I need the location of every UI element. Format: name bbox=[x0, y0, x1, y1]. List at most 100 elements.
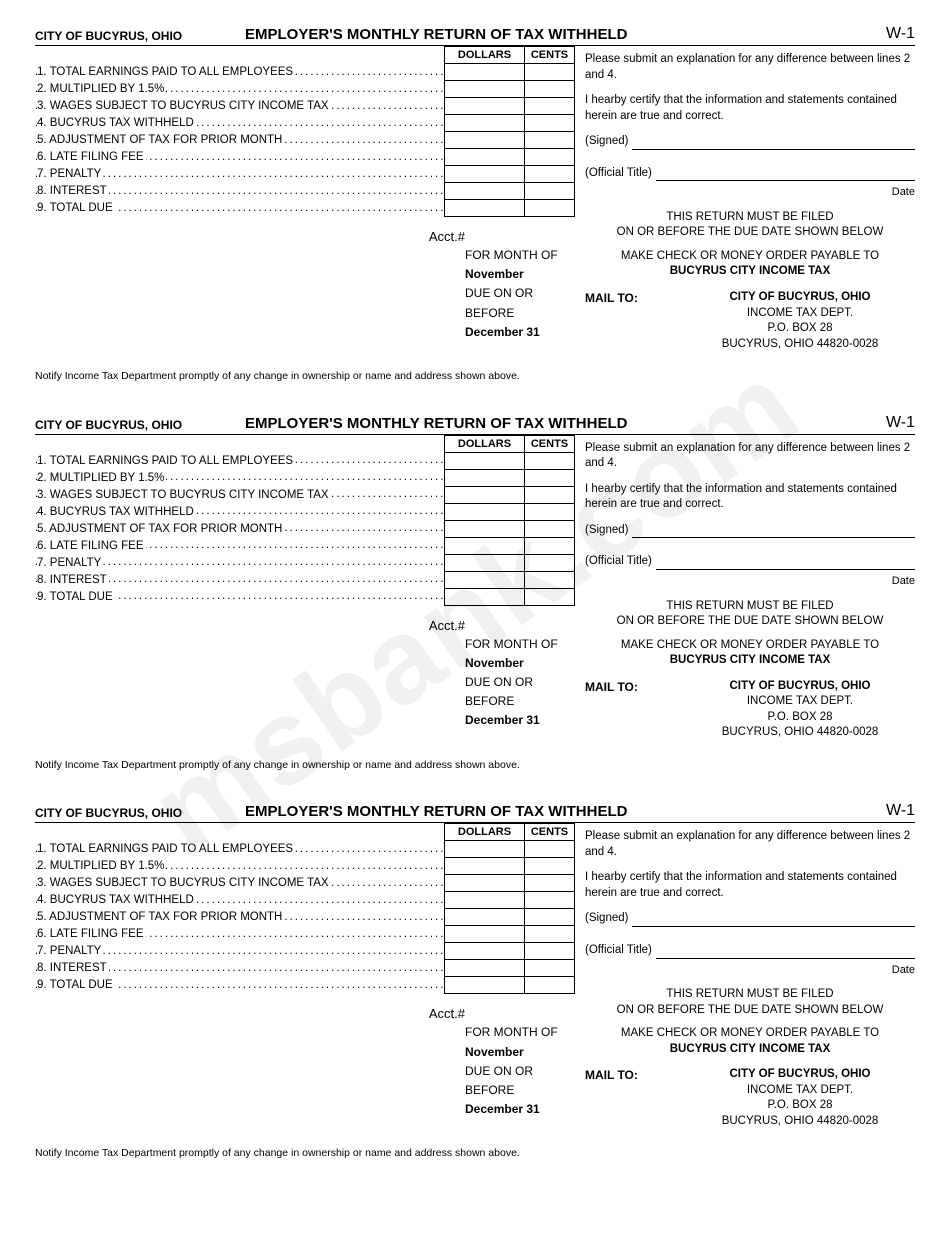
dollars-5[interactable] bbox=[445, 520, 525, 537]
date-label: Date bbox=[585, 963, 915, 978]
addr-3: P.O. BOX 28 bbox=[685, 710, 915, 726]
signed-label: (Signed) bbox=[585, 911, 632, 927]
line-3: 3. WAGES SUBJECT TO BUCYRUS CITY INCOME … bbox=[37, 877, 331, 889]
dollars-2[interactable] bbox=[445, 858, 525, 875]
dollars-9[interactable] bbox=[445, 588, 525, 605]
due-label: DUE ON OR BEFORE bbox=[465, 1062, 575, 1100]
title-label: (Official Title) bbox=[585, 166, 656, 182]
date-label: Date bbox=[585, 185, 915, 200]
cents-1[interactable] bbox=[525, 64, 575, 81]
cents-6[interactable] bbox=[525, 149, 575, 166]
cents-1[interactable] bbox=[525, 452, 575, 469]
cents-3[interactable] bbox=[525, 98, 575, 115]
line-4: 4. BUCYRUS TAX WITHHELD bbox=[37, 117, 196, 129]
title-label: (Official Title) bbox=[585, 943, 656, 959]
line-1: 1. TOTAL EARNINGS PAID TO ALL EMPLOYEES bbox=[37, 455, 295, 467]
cents-6[interactable] bbox=[525, 926, 575, 943]
dollars-4[interactable] bbox=[445, 892, 525, 909]
explain-text: Please submit an explanation for any dif… bbox=[585, 441, 915, 472]
dollars-2[interactable] bbox=[445, 469, 525, 486]
cents-7[interactable] bbox=[525, 166, 575, 183]
cents-9[interactable] bbox=[525, 588, 575, 605]
dollars-5[interactable] bbox=[445, 909, 525, 926]
cents-6[interactable] bbox=[525, 537, 575, 554]
signed-line[interactable] bbox=[632, 526, 915, 538]
must-file-2: ON OR BEFORE THE DUE DATE SHOWN BELOW bbox=[585, 614, 915, 630]
col-dollars: DOLLARS bbox=[445, 435, 525, 452]
dollars-6[interactable] bbox=[445, 926, 525, 943]
must-file-1: THIS RETURN MUST BE FILED bbox=[585, 987, 915, 1003]
title-line[interactable] bbox=[656, 169, 915, 181]
cents-5[interactable] bbox=[525, 909, 575, 926]
title-line[interactable] bbox=[656, 947, 915, 959]
addr-1: CITY OF BUCYRUS, OHIO bbox=[685, 679, 915, 695]
notify-text: Notify Income Tax Department promptly of… bbox=[35, 370, 915, 384]
cents-4[interactable] bbox=[525, 115, 575, 132]
col-dollars: DOLLARS bbox=[445, 47, 525, 64]
cents-2[interactable] bbox=[525, 858, 575, 875]
month-value: November bbox=[465, 1043, 575, 1062]
dollars-8[interactable] bbox=[445, 571, 525, 588]
dollars-9[interactable] bbox=[445, 977, 525, 994]
dollars-9[interactable] bbox=[445, 200, 525, 217]
dollars-6[interactable] bbox=[445, 537, 525, 554]
mail-label: MAIL TO: bbox=[585, 679, 665, 741]
dollars-3[interactable] bbox=[445, 875, 525, 892]
line-2: 2. MULTIPLIED BY 1.5% bbox=[37, 860, 166, 872]
title-line[interactable] bbox=[656, 558, 915, 570]
cents-1[interactable] bbox=[525, 841, 575, 858]
cents-2[interactable] bbox=[525, 469, 575, 486]
dollars-7[interactable] bbox=[445, 943, 525, 960]
addr-3: P.O. BOX 28 bbox=[685, 1098, 915, 1114]
cents-8[interactable] bbox=[525, 183, 575, 200]
dollars-8[interactable] bbox=[445, 183, 525, 200]
due-label: DUE ON OR BEFORE bbox=[465, 673, 575, 711]
dollars-1[interactable] bbox=[445, 64, 525, 81]
city-label: CITY OF BUCYRUS, OHIO bbox=[35, 418, 245, 432]
cents-9[interactable] bbox=[525, 977, 575, 994]
dollars-3[interactable] bbox=[445, 486, 525, 503]
line-5: 5. ADJUSTMENT OF TAX FOR PRIOR MONTH bbox=[37, 911, 284, 923]
cents-2[interactable] bbox=[525, 81, 575, 98]
payable-2: BUCYRUS CITY INCOME TAX bbox=[585, 264, 915, 280]
dollars-7[interactable] bbox=[445, 166, 525, 183]
cents-7[interactable] bbox=[525, 943, 575, 960]
line-8: 8. INTEREST bbox=[37, 574, 109, 586]
addr-1: CITY OF BUCYRUS, OHIO bbox=[685, 1067, 915, 1083]
dollars-2[interactable] bbox=[445, 81, 525, 98]
cents-3[interactable] bbox=[525, 486, 575, 503]
cents-8[interactable] bbox=[525, 571, 575, 588]
form-code: W-1 bbox=[855, 414, 915, 432]
dollars-3[interactable] bbox=[445, 98, 525, 115]
cents-5[interactable] bbox=[525, 132, 575, 149]
dollars-1[interactable] bbox=[445, 452, 525, 469]
line-9: 9. TOTAL DUE bbox=[37, 202, 115, 214]
line-6: 6. LATE FILING FEE bbox=[37, 151, 146, 163]
line-4: 4. BUCYRUS TAX WITHHELD bbox=[37, 894, 196, 906]
cents-4[interactable] bbox=[525, 892, 575, 909]
cents-5[interactable] bbox=[525, 520, 575, 537]
cents-8[interactable] bbox=[525, 960, 575, 977]
dollars-1[interactable] bbox=[445, 841, 525, 858]
addr-2: INCOME TAX DEPT. bbox=[685, 1083, 915, 1099]
for-month-label: FOR MONTH OF bbox=[465, 246, 575, 265]
dollars-6[interactable] bbox=[445, 149, 525, 166]
cents-3[interactable] bbox=[525, 875, 575, 892]
signed-line[interactable] bbox=[632, 915, 915, 927]
cents-7[interactable] bbox=[525, 554, 575, 571]
form-title: EMPLOYER'S MONTHLY RETURN OF TAX WITHHEL… bbox=[245, 26, 855, 43]
dollars-4[interactable] bbox=[445, 503, 525, 520]
form-block-2: CITY OF BUCYRUS, OHIO EMPLOYER'S MONTHLY… bbox=[35, 414, 915, 773]
explain-text: Please submit an explanation for any dif… bbox=[585, 829, 915, 860]
signed-line[interactable] bbox=[632, 138, 915, 150]
cents-4[interactable] bbox=[525, 503, 575, 520]
form-block-1: CITY OF BUCYRUS, OHIO EMPLOYER'S MONTHLY… bbox=[35, 25, 915, 384]
cents-9[interactable] bbox=[525, 200, 575, 217]
dollars-7[interactable] bbox=[445, 554, 525, 571]
line-7: 7. PENALTY bbox=[37, 557, 103, 569]
dollars-4[interactable] bbox=[445, 115, 525, 132]
dollars-5[interactable] bbox=[445, 132, 525, 149]
certify-text: I hearby certify that the information an… bbox=[585, 93, 915, 124]
dollars-8[interactable] bbox=[445, 960, 525, 977]
line-5: 5. ADJUSTMENT OF TAX FOR PRIOR MONTH bbox=[37, 134, 284, 146]
